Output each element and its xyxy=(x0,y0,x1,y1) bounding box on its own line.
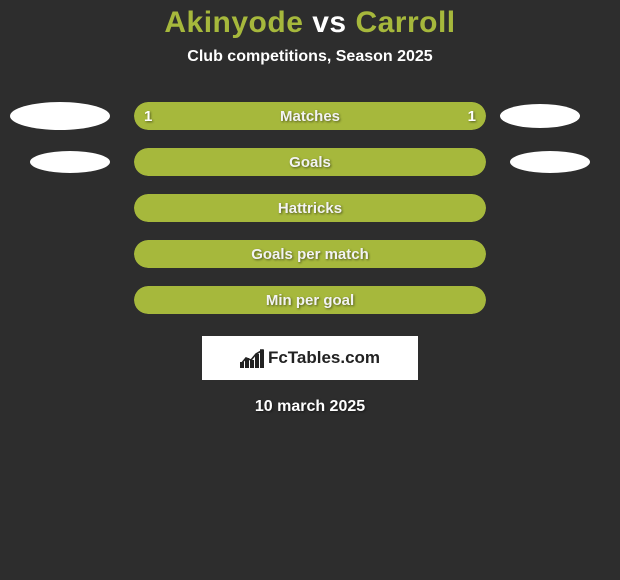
stat-row-matches: Matches11 xyxy=(0,102,620,130)
source-logo: FcTables.com xyxy=(202,336,418,380)
player1-name: Akinyode xyxy=(164,6,303,39)
decor-oval xyxy=(510,151,590,173)
decor-oval xyxy=(500,104,580,128)
vs-text: vs xyxy=(312,6,346,39)
trend-line-icon xyxy=(240,348,264,368)
bar-right xyxy=(310,102,486,130)
page-title: Akinyode vs Carroll xyxy=(0,6,620,40)
subtitle: Club competitions, Season 2025 xyxy=(0,48,620,66)
player2-name: Carroll xyxy=(355,6,455,39)
bar-left xyxy=(134,194,310,222)
bar-left xyxy=(134,102,310,130)
date-label: 10 march 2025 xyxy=(0,398,620,416)
bar-left xyxy=(134,148,310,176)
stat-row-hattricks: Hattricks xyxy=(0,194,620,222)
stat-row-goals: Goals xyxy=(0,148,620,176)
stat-rows: Matches11 Goals Hattricks Goals per match Mi… xyxy=(0,102,620,314)
stat-bar: Matches11 xyxy=(134,102,486,130)
stat-bar: Goals per match xyxy=(134,240,486,268)
decor-oval xyxy=(10,102,110,130)
comparison-infographic: Akinyode vs Carroll Club competitions, S… xyxy=(0,0,620,580)
stat-bar: Min per goal xyxy=(134,286,486,314)
bar-right xyxy=(310,194,486,222)
bar-chart-icon xyxy=(240,348,264,368)
logo-text: FcTables.com xyxy=(268,348,380,368)
bar-left xyxy=(134,240,310,268)
bar-right xyxy=(310,148,486,176)
bar-left xyxy=(134,286,310,314)
bar-right xyxy=(310,240,486,268)
decor-oval xyxy=(30,151,110,173)
stat-bar: Goals xyxy=(134,148,486,176)
stat-row-mpg: Min per goal xyxy=(0,286,620,314)
stat-bar: Hattricks xyxy=(134,194,486,222)
stat-row-gpm: Goals per match xyxy=(0,240,620,268)
bar-right xyxy=(310,286,486,314)
